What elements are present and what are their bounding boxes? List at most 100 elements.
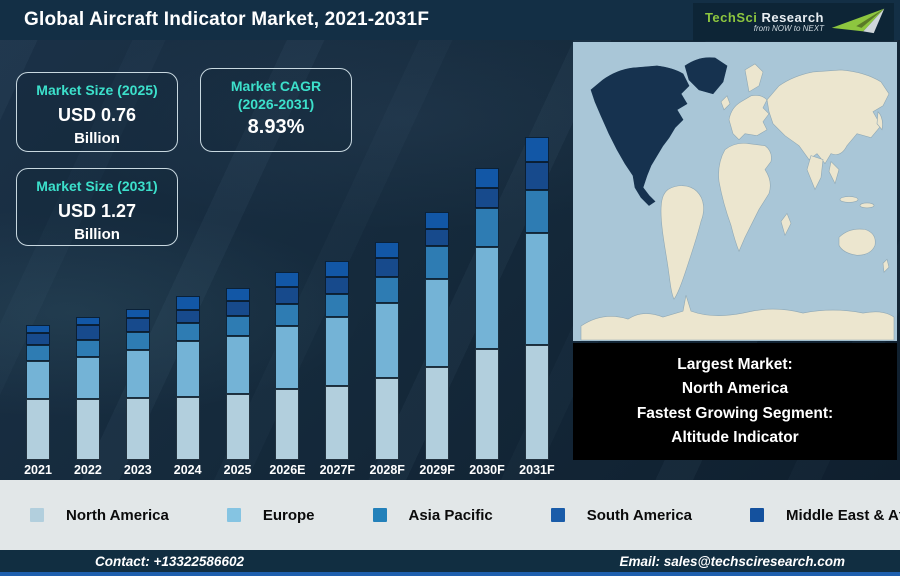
segment-south-america	[425, 229, 450, 246]
bar-2022: 2022	[65, 317, 111, 480]
market-cagr-card: Market CAGR (2026-2031) 8.93%	[200, 68, 352, 152]
segment-south-america	[26, 333, 50, 345]
segment-north-america	[524, 345, 549, 460]
info-line: Fastest Growing Segment:	[636, 404, 834, 422]
segment-middle-east-africa	[375, 242, 400, 258]
stacked-bar	[225, 288, 250, 460]
legend-label: Middle East & Africa	[786, 506, 900, 524]
segment-middle-east-africa	[26, 325, 50, 333]
year-label: 2022	[73, 463, 102, 477]
segment-europe	[425, 279, 450, 367]
year-label: 2030F	[469, 463, 505, 477]
segment-south-america	[225, 301, 250, 316]
segment-north-america	[325, 386, 350, 460]
segment-south-america	[524, 162, 549, 190]
page-title: Global Aircraft Indicator Market, 2021-2…	[24, 9, 430, 30]
segment-europe	[475, 247, 500, 349]
legend-label: Asia Pacific	[408, 506, 493, 524]
legend-item-north-america: North America	[30, 507, 169, 524]
segment-europe	[375, 303, 400, 378]
stacked-bar	[125, 309, 150, 460]
card-unit: Billion	[74, 129, 120, 147]
legend-label: Europe	[262, 506, 315, 524]
stacked-bar	[524, 137, 549, 460]
stacked-bar	[175, 296, 200, 460]
segment-asia-pacific	[425, 246, 450, 279]
info-line: North America	[681, 380, 789, 398]
contact-phone: Contact: +13322586602	[95, 553, 244, 569]
arrow-icon	[830, 6, 886, 39]
segment-asia-pacific	[225, 316, 250, 336]
segment-south-america	[75, 325, 100, 340]
stacked-bar	[26, 325, 50, 460]
year-label: 2029F	[419, 463, 455, 477]
segment-north-america	[125, 398, 150, 460]
legend-swatch-icon	[372, 508, 387, 522]
segment-asia-pacific	[175, 323, 200, 341]
market-size-2031-card: Market Size (2031) USD 1.27 Billion	[16, 168, 178, 246]
stacked-bar	[325, 261, 350, 460]
segment-asia-pacific	[325, 294, 350, 317]
world-map	[573, 42, 897, 341]
segment-asia-pacific	[75, 340, 100, 357]
bar-2024: 2024	[165, 296, 211, 480]
segment-middle-east-africa	[125, 309, 150, 318]
world-map-svg	[573, 42, 897, 341]
segment-north-america	[375, 378, 400, 460]
legend-label: South America	[586, 506, 693, 524]
year-label: 2021	[24, 463, 52, 477]
segment-south-america	[125, 318, 150, 332]
year-label: 2028F	[369, 463, 405, 477]
legend-swatch-icon	[226, 508, 241, 522]
stacked-bar	[475, 168, 500, 460]
segment-north-america	[26, 399, 50, 460]
info-line: Largest Market:	[677, 355, 793, 373]
card-label: Market Size (2025)	[36, 82, 158, 98]
segment-europe	[175, 341, 200, 397]
logo-brand: TechSci Research	[704, 9, 824, 25]
segment-middle-east-africa	[175, 296, 200, 310]
contact-email: Email: sales@techsciresearch.com	[619, 553, 845, 569]
segment-middle-east-africa	[325, 261, 350, 277]
info-line: Altitude Indicator	[671, 428, 799, 446]
segment-middle-east-africa	[475, 168, 500, 188]
segment-asia-pacific	[475, 208, 500, 247]
segment-south-america	[175, 310, 200, 323]
card-sublabel: (2026-2031)	[237, 95, 315, 112]
year-label: 2026E	[269, 463, 306, 477]
segment-middle-east-africa	[275, 272, 300, 287]
segment-asia-pacific	[125, 332, 150, 350]
chart-legend: North America Europe Asia Pacific South Ame…	[0, 480, 900, 550]
bar-2031f: 2031F	[514, 137, 560, 480]
segment-europe	[26, 361, 50, 399]
stacked-bar	[75, 317, 100, 460]
segment-north-america	[275, 389, 300, 460]
segment-europe	[225, 336, 250, 394]
bars: 2021 2022 2023 2024 2025 2026E 2027F 2028F 2029F…	[15, 40, 560, 480]
bar-2027f: 2027F	[314, 261, 360, 480]
stacked-bar	[375, 242, 400, 460]
legend-item-europe: Europe	[226, 506, 315, 524]
segment-asia-pacific	[375, 277, 400, 303]
segment-middle-east-africa	[75, 317, 100, 325]
logo-tagline: from NOW to NEXT	[753, 23, 824, 33]
bar-2026e: 2026E	[264, 272, 310, 480]
legend-swatch-icon	[30, 508, 44, 522]
segment-north-america	[475, 349, 500, 460]
legend-label: North America	[66, 506, 169, 524]
card-label: Market CAGR	[230, 78, 322, 94]
segment-europe	[275, 326, 300, 389]
bar-2023: 2023	[115, 309, 161, 480]
legend-swatch-icon	[750, 508, 765, 522]
segment-south-america	[375, 258, 400, 277]
stacked-bar	[425, 212, 450, 460]
segment-europe	[325, 317, 350, 386]
legend-item-asia-pacific: Asia Pacific	[372, 506, 493, 524]
bar-2029f: 2029F	[414, 212, 460, 480]
bar-2021: 2021	[15, 325, 61, 480]
segment-north-america	[425, 367, 450, 460]
segment-asia-pacific	[524, 190, 549, 233]
segment-middle-east-africa	[524, 137, 549, 162]
bar-2025: 2025	[215, 288, 261, 480]
